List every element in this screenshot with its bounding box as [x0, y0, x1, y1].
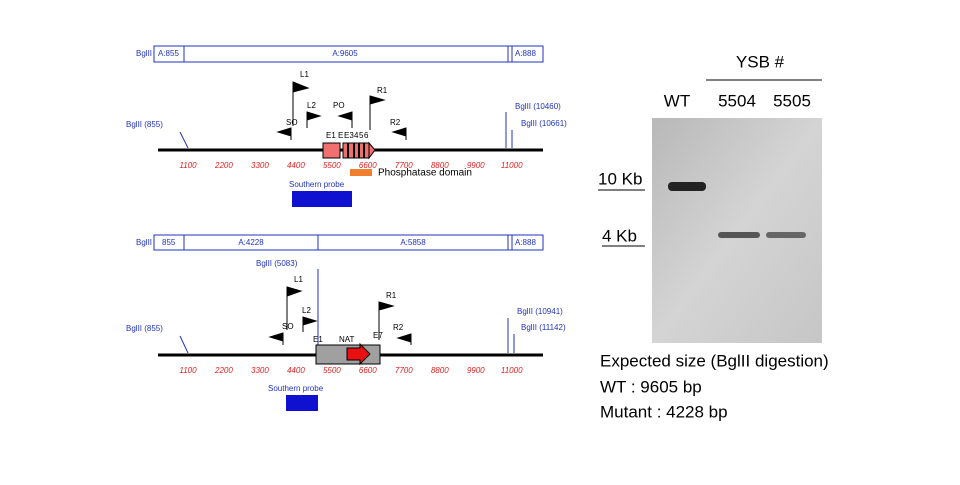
exon-label: 6 [364, 131, 369, 140]
gene-label: E1 [313, 335, 323, 344]
primer-label: R2 [390, 118, 401, 127]
lane-label: 5505 [773, 91, 811, 110]
primer-label: R1 [377, 86, 388, 95]
gene-label: NAT [339, 335, 355, 344]
tick-label: 3300 [251, 161, 269, 170]
marker-label: 4 Kb [602, 226, 637, 245]
gel-panel: YSB # WT 5504 5505 10 Kb 4 Kb Expected s… [598, 52, 829, 421]
header-label: A:4228 [238, 238, 264, 247]
header-label: A:855 [158, 49, 179, 58]
tick-label: 9900 [467, 366, 485, 375]
primer-label: SO [282, 322, 294, 331]
lane-label: WT [664, 91, 690, 110]
lane-label: 5504 [718, 91, 756, 110]
group-label: YSB # [736, 52, 785, 71]
header-bar [153, 234, 544, 251]
tick-label: 5500 [323, 161, 341, 170]
site-label: BglII (10941) [517, 307, 563, 316]
primer-label: L2 [302, 306, 311, 315]
exon-label: 4 [354, 131, 359, 140]
primer-label: L1 [294, 275, 303, 284]
header-label: A:9605 [332, 49, 358, 58]
tick-label: 11000 [501, 366, 523, 375]
primers [268, 286, 412, 345]
bottom-map: BglII 855 A:4228 A:5858 A:888 BglII (508… [126, 234, 566, 411]
site-label: BglII (855) [126, 324, 163, 333]
primers [276, 81, 407, 140]
tick-label: 2200 [214, 161, 233, 170]
exon [322, 142, 341, 159]
band [718, 232, 760, 238]
caption-line: Expected size (BglII digestion) [600, 351, 829, 370]
tick-label: 2200 [214, 366, 233, 375]
tick-label: 5500 [323, 366, 341, 375]
tick-label: 6600 [359, 161, 377, 170]
domain-label: Phosphatase domain [378, 168, 472, 179]
exon-label: E1 [326, 131, 336, 140]
header-label: 855 [162, 238, 176, 247]
tick-label: 11000 [501, 161, 523, 170]
nat-arrow [346, 342, 371, 366]
caption-line: Mutant : 4228 bp [600, 402, 728, 421]
site-label: BglII (5083) [256, 259, 298, 268]
header-label: A:5858 [400, 238, 426, 247]
caption-line: WT : 9605 bp [600, 377, 702, 396]
primer-label: L2 [307, 101, 316, 110]
primer-label: R1 [386, 291, 397, 300]
exon-label: E [338, 131, 343, 140]
probe-label: Southern probe [268, 384, 324, 393]
gene-label: E7 [373, 331, 383, 340]
header-label: BglII [136, 49, 152, 58]
primer-label: L1 [300, 70, 309, 79]
site-label: BglII (855) [126, 120, 163, 129]
marker-label: 10 Kb [598, 169, 642, 188]
axis-ticks: 1100 2200 3300 4400 5500 6600 7700 8800 9900 1100… [179, 161, 523, 170]
primer-label: SO [286, 118, 298, 127]
probe-label: Southern probe [289, 180, 345, 189]
gel-image [652, 118, 822, 343]
exon [342, 142, 370, 159]
header-label: A:888 [515, 49, 536, 58]
header-label: BglII [136, 238, 152, 247]
site-label: BglII (10460) [515, 102, 561, 111]
band [668, 182, 706, 191]
probe [292, 191, 352, 207]
axis-ticks: 1100 2200 3300 4400 5500 6600 7700 8800 9900 1100… [179, 366, 523, 375]
header-bar [153, 45, 544, 63]
band [766, 232, 806, 238]
tick-label: 8800 [431, 366, 449, 375]
tick-label: 8800 [431, 161, 449, 170]
tick-label: 6600 [359, 366, 377, 375]
primer-label: R2 [393, 323, 404, 332]
exon-label: 5 [359, 131, 364, 140]
tick-label: 4400 [287, 161, 305, 170]
top-map: BglII A:855 A:9605 A:888 BglII (855) Bgl… [126, 45, 567, 207]
tick-label: 7700 [395, 366, 413, 375]
exon-label: E3 [344, 131, 354, 140]
tick-label: 4400 [287, 366, 305, 375]
tick-label: 7700 [395, 161, 413, 170]
domain [350, 169, 372, 176]
tick-label: 9900 [467, 161, 485, 170]
tick-label: 1100 [179, 366, 197, 375]
probe [286, 395, 318, 411]
tick-label: 3300 [251, 366, 269, 375]
primer-label: PO [333, 101, 345, 110]
site-label: BglII (11142) [521, 323, 566, 332]
header-label: A:888 [515, 238, 536, 247]
site-label: BglII (10661) [521, 119, 567, 128]
tick-label: 1100 [179, 161, 197, 170]
